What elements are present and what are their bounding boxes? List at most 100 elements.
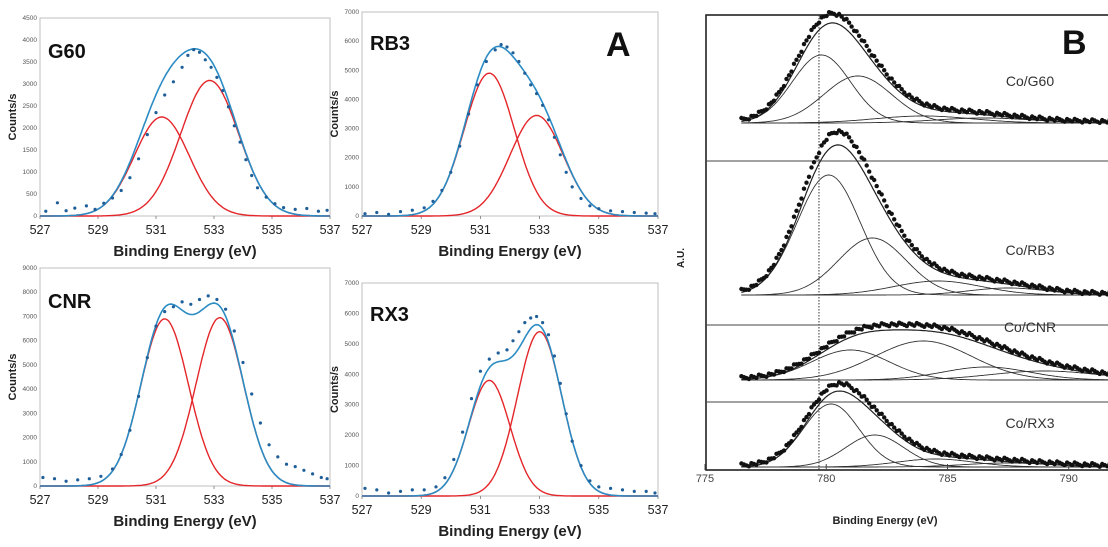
data-point <box>804 38 809 43</box>
data-point <box>902 434 907 439</box>
fit-envelope-curve <box>362 45 658 217</box>
data-point <box>907 436 912 441</box>
data-point <box>398 210 403 214</box>
data-point <box>897 428 902 433</box>
x-tick-label: 790 <box>1060 473 1078 485</box>
data-point <box>284 462 289 466</box>
data-point <box>609 209 613 213</box>
data-point <box>816 20 822 25</box>
data-point <box>884 204 889 209</box>
panel-b-label: B <box>1062 24 1087 62</box>
sample-title: RB3 <box>370 33 410 55</box>
data-point <box>851 330 857 335</box>
data-point <box>319 475 323 480</box>
data-point <box>849 385 854 391</box>
y-tick-label: 1000 <box>23 459 38 466</box>
data-point <box>814 155 819 160</box>
y-tick-label: 1000 <box>345 463 360 470</box>
data-point <box>789 224 794 229</box>
data-point <box>854 144 859 150</box>
data-point <box>806 34 812 40</box>
data-point <box>824 388 829 393</box>
x-tick-label: 529 <box>411 503 432 517</box>
x-tick-label: 775 <box>696 473 714 485</box>
data-point <box>552 354 557 358</box>
data-point <box>806 411 812 417</box>
y-tick-label: 2000 <box>23 435 38 442</box>
data-point <box>784 234 789 240</box>
x-tick-label: 533 <box>529 503 550 517</box>
data-point <box>786 229 792 234</box>
x-tick-label: 527 <box>352 503 373 517</box>
fit-peak-curve <box>362 72 658 217</box>
data-point <box>776 89 782 95</box>
component-peak-curve <box>741 403 1108 468</box>
data-point <box>856 150 862 155</box>
data-point <box>764 274 769 279</box>
data-point <box>794 57 799 62</box>
data-point <box>799 49 804 54</box>
data-point <box>887 324 892 329</box>
data-point <box>579 196 583 201</box>
data-point <box>570 439 574 443</box>
plot-frame <box>39 267 331 487</box>
data-point <box>799 361 804 366</box>
y-tick-label: 5000 <box>345 341 360 348</box>
data-point <box>64 209 68 213</box>
data-point <box>764 107 769 112</box>
data-point <box>398 489 403 493</box>
fit-envelope-curve <box>40 48 330 217</box>
data-point <box>839 14 844 19</box>
data-point <box>862 394 867 399</box>
envelope-curve <box>741 144 1108 296</box>
data-point <box>892 425 897 430</box>
data-point <box>879 63 884 68</box>
fit-peak-curve <box>40 116 330 217</box>
data-point <box>764 460 769 465</box>
data-point <box>558 381 562 385</box>
y-tick-label: 4000 <box>345 96 360 103</box>
data-point <box>819 143 824 148</box>
series-label: Co/RX3 <box>1005 415 1054 431</box>
y-tick-label: 4000 <box>23 386 38 393</box>
data-point <box>872 53 877 59</box>
data-point <box>801 41 807 47</box>
data-point <box>774 255 779 260</box>
data-point <box>102 201 106 205</box>
data-point <box>801 417 807 423</box>
data-point <box>588 479 592 483</box>
data-point <box>854 387 859 393</box>
data-point <box>902 233 907 238</box>
data-point <box>879 411 884 416</box>
sample-title: CNR <box>48 291 92 313</box>
y-tick-label: 4000 <box>23 37 38 44</box>
data-point <box>834 383 839 388</box>
data-point <box>894 323 899 328</box>
data-point <box>799 196 804 201</box>
data-point <box>282 206 286 210</box>
data-point <box>570 185 574 189</box>
x-tick-label: 531 <box>470 223 491 237</box>
x-tick-label: 537 <box>648 503 669 517</box>
data-point <box>434 485 438 489</box>
data-point <box>794 208 799 213</box>
y-tick-label: 7000 <box>345 9 360 16</box>
data-point <box>224 307 228 311</box>
data-point <box>505 348 509 352</box>
y-tick-label: 4000 <box>345 371 360 378</box>
data-point <box>588 204 592 208</box>
spectrum-3: Co/CNR <box>739 319 1108 382</box>
data-point <box>422 206 426 210</box>
data-point <box>899 228 904 234</box>
data-point <box>597 485 601 489</box>
data-point <box>811 160 817 165</box>
data-point <box>909 242 914 248</box>
y-tick-label: 7000 <box>345 280 360 287</box>
data-point <box>834 131 839 136</box>
data-point <box>746 464 752 469</box>
data-point <box>917 250 922 256</box>
series-label: Co/G60 <box>1006 73 1054 89</box>
data-point <box>186 53 190 58</box>
data-point <box>250 173 254 178</box>
x-tick-label: 780 <box>817 473 835 485</box>
